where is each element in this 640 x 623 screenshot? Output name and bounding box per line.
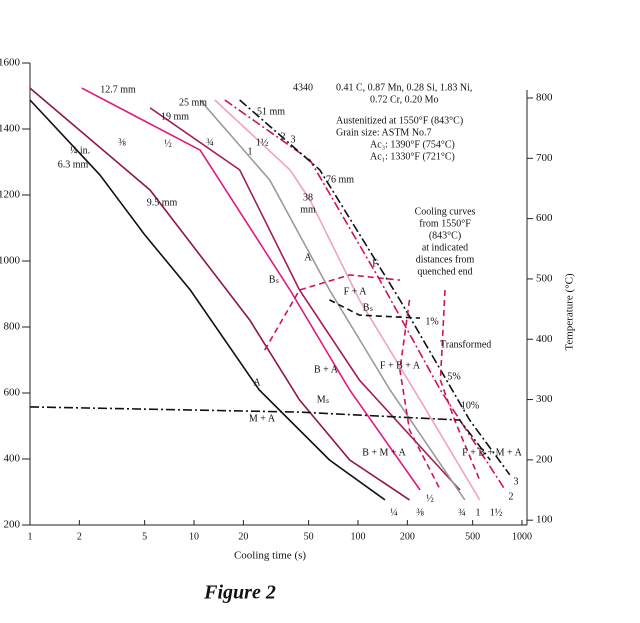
annotation: ⅜: [118, 137, 126, 148]
x-tick-label: 500: [465, 531, 480, 542]
y-tick-label: 800: [4, 321, 21, 333]
annotation: 2: [509, 491, 514, 502]
y-tick-label: 1600: [0, 57, 21, 69]
annotation: ¾: [206, 137, 214, 148]
curve: [399, 299, 442, 491]
y-tick-label: 1200: [0, 189, 21, 201]
annotation: 1: [248, 146, 253, 157]
annotation: mm: [300, 204, 316, 215]
y-tick-label: 1400: [0, 123, 21, 135]
x-tick-label: 10: [189, 531, 199, 542]
annotation: (843°C): [429, 230, 461, 241]
annotation: 4340: [293, 82, 313, 93]
x-tick-label: 1000: [512, 531, 532, 542]
curve: [29, 406, 491, 461]
annotation: 12.7 mm: [100, 84, 136, 95]
annotation: 51 mm: [257, 106, 285, 117]
annotation: ⅜: [416, 507, 424, 518]
x-tick-label: 1: [28, 531, 33, 542]
annotation: Ac₁: 1330°F (721°C): [370, 151, 455, 162]
annotation: Bₛ: [363, 302, 374, 313]
y2-tick-label: 700: [536, 152, 553, 164]
annotation: at indicated: [422, 242, 468, 253]
annotation: Cooling curves: [415, 206, 476, 217]
annotation: F: [372, 258, 378, 269]
annotation: Mₛ: [317, 394, 330, 405]
annotation: 25 mm: [179, 97, 207, 108]
annotation: ¼ in.: [70, 145, 90, 156]
annotation: Transformed: [440, 339, 491, 350]
curve: [439, 289, 481, 481]
annotation: Austenitized at 1550°F (843°C): [336, 115, 463, 126]
x-tick-label: 20: [238, 531, 248, 542]
annotation: 10%: [461, 400, 479, 411]
annotation: 6.3 mm: [58, 159, 89, 170]
curve: [199, 99, 466, 501]
y-tick-label: 200: [4, 519, 21, 531]
curve: [81, 87, 421, 491]
y2-tick-label: 800: [536, 92, 553, 104]
curve: [29, 87, 410, 501]
annotation: 0.41 C, 0.87 Mn, 0.28 Si, 1.83 Ni,: [336, 82, 472, 93]
curve: [264, 274, 400, 351]
annotation: M + A: [249, 413, 276, 424]
annotation: Ac₃: 1390°F (754°C): [370, 139, 455, 150]
x-axis-label: Cooling time (s): [234, 550, 306, 562]
y2-tick-label: 400: [536, 333, 553, 345]
annotation: distances from: [416, 254, 475, 265]
annotation: Grain size: ASTM No.7: [336, 127, 432, 138]
annotation: quenched end: [417, 266, 472, 277]
annotation: 0.72 Cr, 0.20 Mo: [370, 94, 439, 105]
x-tick-label: 200: [400, 531, 415, 542]
y-tick-label: 400: [4, 453, 21, 465]
annotation: 1½: [256, 137, 269, 148]
annotation: ½: [164, 138, 172, 149]
y2-tick-label: 200: [536, 453, 553, 465]
annotation: A: [304, 252, 312, 263]
x-tick-label: 2: [77, 531, 82, 542]
annotation: B + M + A: [362, 447, 406, 458]
caption: Figure 2: [203, 582, 276, 604]
annotation: ¾: [458, 507, 466, 518]
x-tick-label: 100: [351, 531, 366, 542]
annotation: 1%: [425, 316, 438, 327]
curve: [214, 99, 481, 501]
annotation: 3: [514, 476, 519, 487]
annotation: F + A: [344, 286, 368, 297]
annotation: from 1550°F: [419, 218, 471, 229]
curve: [329, 299, 421, 319]
annotation: B + A: [314, 364, 339, 375]
curve: [29, 99, 386, 501]
curve: [239, 99, 511, 476]
x-tick-label: 5: [142, 531, 147, 542]
annotation: 1: [476, 507, 481, 518]
annotation: F + B + M + A: [462, 447, 522, 458]
annotation: 19 mm: [161, 111, 189, 122]
annotation: A: [253, 377, 261, 388]
annotation: 38: [303, 192, 313, 203]
annotation: 9.5 mm: [147, 197, 178, 208]
y2-tick-label: 500: [536, 272, 553, 284]
y2-tick-label: 300: [536, 393, 553, 405]
annotation: ¼: [390, 507, 398, 518]
annotation: 5%: [447, 371, 460, 382]
annotation: F + B + A: [380, 360, 421, 371]
y2-tick-label: 100: [536, 514, 553, 526]
annotation: 76 mm: [326, 174, 354, 185]
annotation: 1½: [490, 507, 503, 518]
annotation: 2: [281, 131, 286, 142]
annotation: ½: [426, 493, 434, 504]
annotation: 3: [291, 134, 296, 145]
y-tick-label: 1000: [0, 255, 21, 267]
annotation: Bₛ: [269, 274, 280, 285]
x-tick-label: 50: [304, 531, 314, 542]
y-tick-label: 600: [4, 387, 21, 399]
y2-tick-label: 600: [536, 212, 553, 224]
y2-axis-label: Temperature (°C): [564, 273, 576, 351]
